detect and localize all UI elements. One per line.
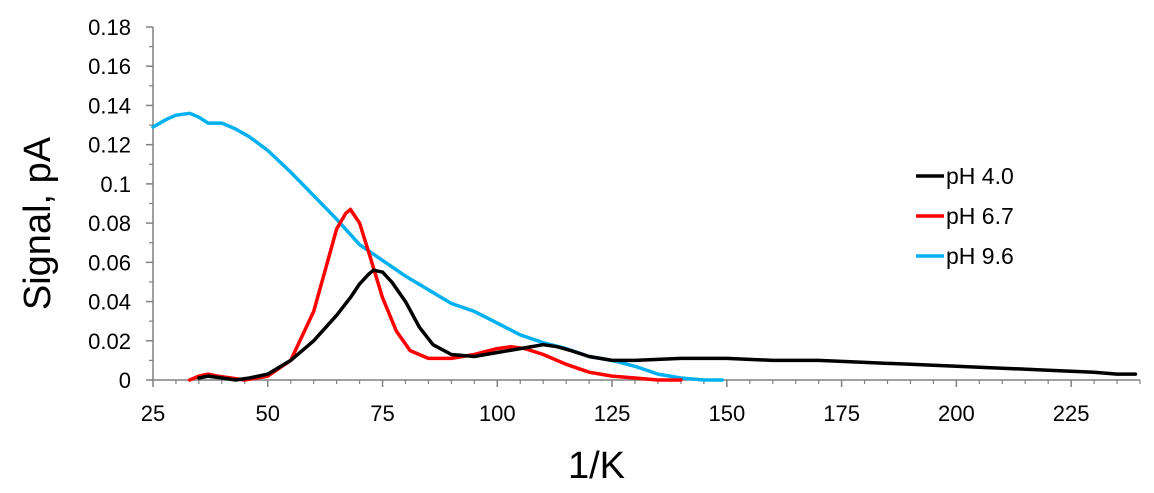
x-tick-label: 100 [479,401,516,426]
series-lines [151,111,1138,382]
y-tick-label: 0 [119,368,131,393]
x-tick-label: 225 [1053,401,1090,426]
x-tick-label: 125 [594,401,631,426]
x-axis-title: 1/K [568,445,625,487]
x-tick-label: 175 [823,401,860,426]
series-line-ph-4-0 [197,268,1138,382]
x-tick-label: 75 [370,401,394,426]
legend-label: pH 4.0 [946,163,1014,189]
legend: pH 4.0 pH 6.7 pH 9.6 [916,163,1014,269]
legend-label: pH 6.7 [946,203,1014,229]
y-tick-label: 0.04 [88,290,131,315]
x-tick-label: 150 [708,401,745,426]
y-tick-label: 0.08 [88,211,131,236]
x-tick-label: 50 [256,401,280,426]
y-tick-label: 0.18 [88,15,131,40]
series-line-ph-9-6 [151,111,724,382]
x-tick-label: 25 [141,401,165,426]
y-tick-label: 0.1 [100,172,131,197]
y-axis-title: Signal, pA [17,136,59,310]
ticks: 0 0.02 0.04 0.06 0.08 0.1 0.12 0.14 0.16 0.18 25 50… [88,15,1141,426]
x-tick-label: 200 [938,401,975,426]
y-tick-label: 0.16 [88,54,131,79]
y-tick-label: 0.06 [88,250,131,275]
y-tick-label: 0.14 [88,93,131,118]
y-tick-label: 0.12 [88,133,131,158]
legend-label: pH 9.6 [946,243,1014,269]
y-tick-label: 0.02 [88,329,131,354]
